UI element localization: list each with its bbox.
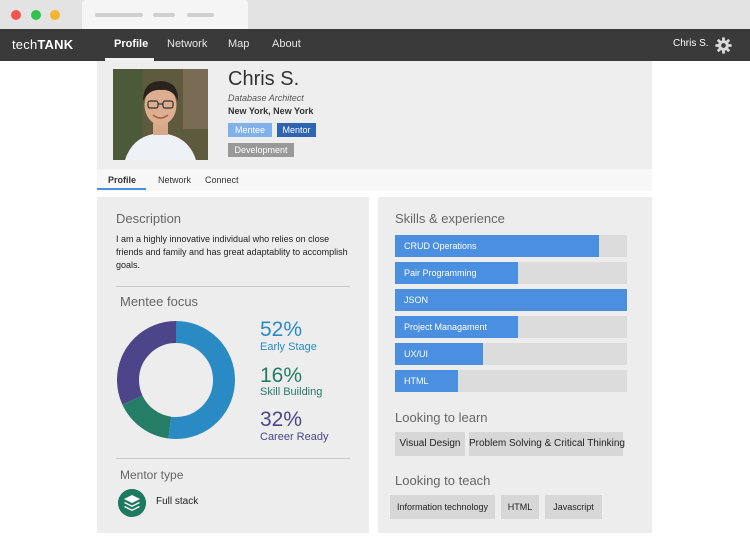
subtab-profile[interactable]: Profile <box>108 175 137 185</box>
divider <box>116 286 350 287</box>
tab-placeholder-line <box>153 13 175 17</box>
learn-chip-visual-design[interactable]: Visual Design <box>395 432 465 456</box>
brand-logo[interactable]: techTANK <box>12 37 73 52</box>
profile-location: New York, New York <box>228 106 314 116</box>
skill-bar-pair-programming: Pair Programming <box>395 262 627 284</box>
tag-mentor[interactable]: Mentor <box>277 123 316 137</box>
mentee-focus-title: Mentee focus <box>120 294 199 309</box>
maximize-window-button[interactable] <box>50 10 60 20</box>
mentor-type-value: Full stack <box>156 496 199 507</box>
mentor-type-title: Mentor type <box>120 468 184 482</box>
subtab-connect[interactable]: Connect <box>205 175 239 185</box>
skills-title: Skills & experience <box>395 211 505 226</box>
learn-chip-problem-solving[interactable]: Problem Solving & Critical Thinking <box>469 432 625 456</box>
skill-bar-html: HTML <box>395 370 627 392</box>
browser-chrome <box>0 0 750 29</box>
brand-text-bold: TANK <box>37 37 74 52</box>
tag-mentee[interactable]: Mentee <box>228 123 272 137</box>
focus-percent-early-stage: 52% <box>260 318 303 341</box>
skill-bar-ux-ui: UX/UI <box>395 343 627 365</box>
skill-label: Pair Programming <box>404 268 477 278</box>
teach-chip-javascript[interactable]: Javascript <box>545 495 602 519</box>
nav-user-name[interactable]: Chris S. <box>673 38 709 49</box>
focus-label-early-stage: Early Stage <box>260 341 317 353</box>
skill-bar-fill <box>395 262 518 284</box>
nav-active-indicator <box>105 58 154 61</box>
profile-name: Chris S. <box>228 68 300 90</box>
skill-bar-fill <box>395 289 627 311</box>
looking-to-teach-title: Looking to teach <box>395 473 491 488</box>
skill-bar-fill <box>395 370 458 392</box>
skill-label: UX/UI <box>404 349 429 359</box>
teach-chip-information-technology[interactable]: Information technology <box>390 495 495 519</box>
looking-to-learn-title: Looking to learn <box>395 410 488 425</box>
skill-label: Project Managament <box>404 322 488 332</box>
nav-item-map[interactable]: Map <box>228 38 250 50</box>
close-window-button[interactable] <box>11 10 21 20</box>
teach-chip-html[interactable]: HTML <box>501 495 539 519</box>
nav-item-network[interactable]: Network <box>167 38 208 50</box>
browser-tab[interactable] <box>82 0 248 29</box>
skill-label: HTML <box>404 376 429 386</box>
profile-photo <box>113 69 208 160</box>
skill-bar-fill <box>395 235 600 257</box>
gear-icon[interactable] <box>715 37 732 54</box>
mentee-focus-donut-chart <box>117 321 235 439</box>
minimize-window-button[interactable] <box>31 10 41 20</box>
focus-label-career-ready: Career Ready <box>260 431 329 443</box>
divider <box>116 458 350 459</box>
subtab-active-indicator <box>97 188 146 190</box>
skill-bar-project-management: Project Managament <box>395 316 627 338</box>
skill-bar-fill <box>395 343 484 365</box>
subtab-network[interactable]: Network <box>158 175 192 185</box>
donut-slice-career-ready <box>117 321 235 439</box>
tag-development[interactable]: Development <box>228 143 294 157</box>
focus-percent-career-ready: 32% <box>260 408 303 431</box>
skill-label: CRUD Operations <box>404 241 477 251</box>
tab-placeholder-line <box>187 13 214 17</box>
nav-item-profile[interactable]: Profile <box>114 38 149 50</box>
skill-bar-crud-operations: CRUD Operations <box>395 235 627 257</box>
focus-label-skill-building: Skill Building <box>260 386 323 398</box>
skill-label: JSON <box>404 295 429 305</box>
top-navbar: techTANK Profile Network Map About Chris… <box>0 29 750 61</box>
description-text: I am a highly innovative individual who … <box>116 234 348 270</box>
nav-item-about[interactable]: About <box>272 38 301 50</box>
tab-placeholder-line <box>95 13 143 17</box>
focus-percent-skill-building: 16% <box>260 364 303 387</box>
description-title: Description <box>116 211 182 226</box>
skill-bar-json: JSON <box>395 289 627 311</box>
layers-icon <box>118 489 146 517</box>
profile-subtabs <box>97 169 652 191</box>
brand-text-light: tech <box>12 37 38 52</box>
skill-bar-fill <box>395 316 518 338</box>
profile-role: Database Architect <box>228 93 304 103</box>
